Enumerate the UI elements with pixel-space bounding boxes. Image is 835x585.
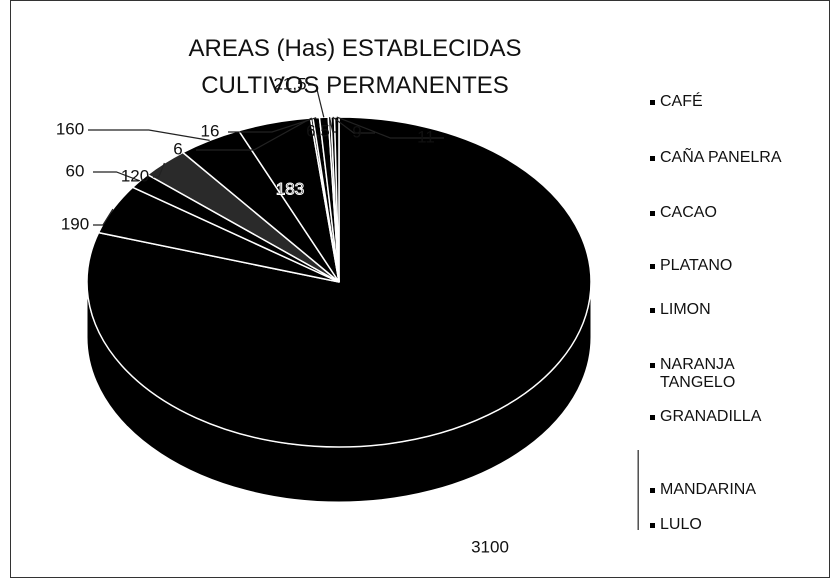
legend-label: NARANJA TANGELO [660,356,736,391]
legend-marker [650,211,655,216]
data-label: 9 [352,122,361,141]
legend-item: CAFÉ [650,93,810,111]
leader-line [332,116,375,134]
legend-item: CAÑA PANELRA [650,149,810,167]
legend-item: LULO [650,516,810,534]
legend-item: PLATANO [650,257,810,275]
leader-line [153,162,165,178]
data-label: 11 [417,127,435,146]
legend-label: LULO [660,516,702,533]
legend-label: CACAO [660,204,717,221]
data-label: 16 [201,121,220,140]
chart-title: AREAS (Has) ESTABLECIDAS CULTIVOS PERMAN… [188,35,522,99]
data-label: 160 [56,119,84,138]
data-label: 21,5 [273,74,306,93]
legend-item: NARANJA TANGELO [650,356,770,392]
legend-label: CAFÉ [660,93,703,110]
leader-line [93,208,114,226]
legend-label: PLATANO [660,257,733,274]
legend-marker [650,308,655,313]
legend-item: CACAO [650,204,810,222]
data-label: 120 [121,166,149,185]
leader-line [196,117,313,151]
data-label: 60 [66,161,85,180]
legend-marker [650,363,655,368]
legend-marker [650,523,655,528]
data-label: 190 [61,214,89,233]
legend-label: MANDARINA [660,481,757,498]
leader-line [336,116,444,139]
legend-marker [650,100,655,105]
legend-label: GRANADILLA [660,408,762,425]
legend-marker [650,415,655,420]
data-label: 6 [173,139,182,158]
data-label: 3100 [471,537,509,556]
leader-line [308,84,325,118]
legend-marker [650,156,655,161]
legend-marker [650,488,655,493]
legend-label: CAÑA PANELRA [660,149,782,166]
leader-line [88,129,210,141]
legend-item: LIMON [650,301,810,319]
leader-line [93,171,141,182]
leader-line [328,116,336,133]
data-label: 6,5 [306,121,330,140]
chart-frame [10,0,830,578]
legend-item: GRANADILLA [650,408,810,426]
legend-marker [650,264,655,269]
legend-label: LIMON [660,301,711,318]
data-label: 183 [276,179,304,198]
legend-item: MANDARINA [650,481,810,499]
leader-line [228,117,317,133]
